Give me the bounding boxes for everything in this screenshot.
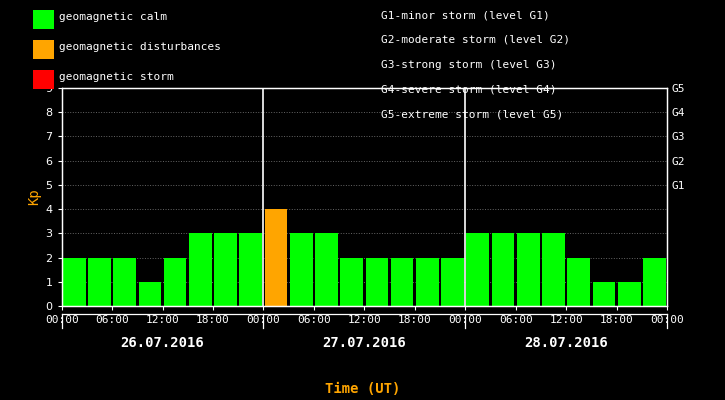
Bar	[340, 258, 363, 306]
Bar	[214, 233, 237, 306]
Bar	[517, 233, 539, 306]
Bar	[265, 209, 287, 306]
Bar	[63, 258, 86, 306]
Bar	[466, 233, 489, 306]
Bar	[618, 282, 640, 306]
Bar	[315, 233, 338, 306]
Text: geomagnetic storm: geomagnetic storm	[59, 72, 174, 82]
Bar	[492, 233, 515, 306]
Bar	[391, 258, 413, 306]
Y-axis label: Kp: Kp	[28, 189, 41, 205]
Bar	[643, 258, 666, 306]
Bar	[442, 258, 464, 306]
Text: G3-strong storm (level G3): G3-strong storm (level G3)	[381, 60, 556, 70]
Bar	[542, 233, 565, 306]
Bar	[365, 258, 389, 306]
Text: G4-severe storm (level G4): G4-severe storm (level G4)	[381, 84, 556, 94]
Text: G5-extreme storm (level G5): G5-extreme storm (level G5)	[381, 109, 563, 119]
Bar	[239, 233, 262, 306]
Text: G1-minor storm (level G1): G1-minor storm (level G1)	[381, 10, 550, 20]
Text: 27.07.2016: 27.07.2016	[323, 336, 406, 350]
Text: geomagnetic disturbances: geomagnetic disturbances	[59, 42, 221, 52]
Bar	[592, 282, 616, 306]
Bar	[290, 233, 312, 306]
Text: geomagnetic calm: geomagnetic calm	[59, 12, 167, 22]
Text: G2-moderate storm (level G2): G2-moderate storm (level G2)	[381, 35, 570, 45]
Bar	[568, 258, 590, 306]
Text: 28.07.2016: 28.07.2016	[524, 336, 608, 350]
Bar	[189, 233, 212, 306]
Bar	[164, 258, 186, 306]
Text: Time (UT): Time (UT)	[325, 382, 400, 396]
Bar	[416, 258, 439, 306]
Bar	[113, 258, 136, 306]
Text: 26.07.2016: 26.07.2016	[120, 336, 204, 350]
Bar	[88, 258, 111, 306]
Bar	[138, 282, 161, 306]
